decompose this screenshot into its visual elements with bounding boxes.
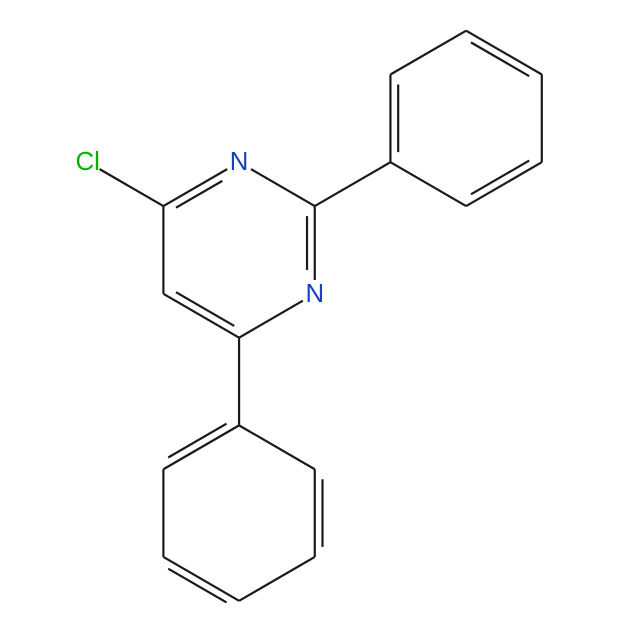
bond [466, 162, 542, 206]
bond [466, 31, 542, 75]
bond [176, 292, 234, 326]
bond [163, 169, 227, 206]
bond [168, 569, 226, 603]
atom-label-n: N [305, 280, 324, 308]
bond [390, 31, 466, 75]
bond [471, 42, 529, 76]
bond [239, 301, 303, 338]
bond [239, 557, 315, 601]
bond [100, 169, 164, 206]
bond [315, 162, 391, 206]
bond [251, 169, 315, 206]
bond [168, 424, 226, 458]
bond [471, 161, 529, 195]
bond [163, 294, 239, 338]
bond [163, 557, 239, 601]
atom-label-n: N [230, 148, 249, 176]
bond [390, 162, 466, 206]
atom-label-cl: Cl [76, 148, 100, 176]
molecule-diagram: Cl N N [0, 0, 619, 620]
bond [163, 425, 239, 469]
bond [239, 425, 315, 469]
